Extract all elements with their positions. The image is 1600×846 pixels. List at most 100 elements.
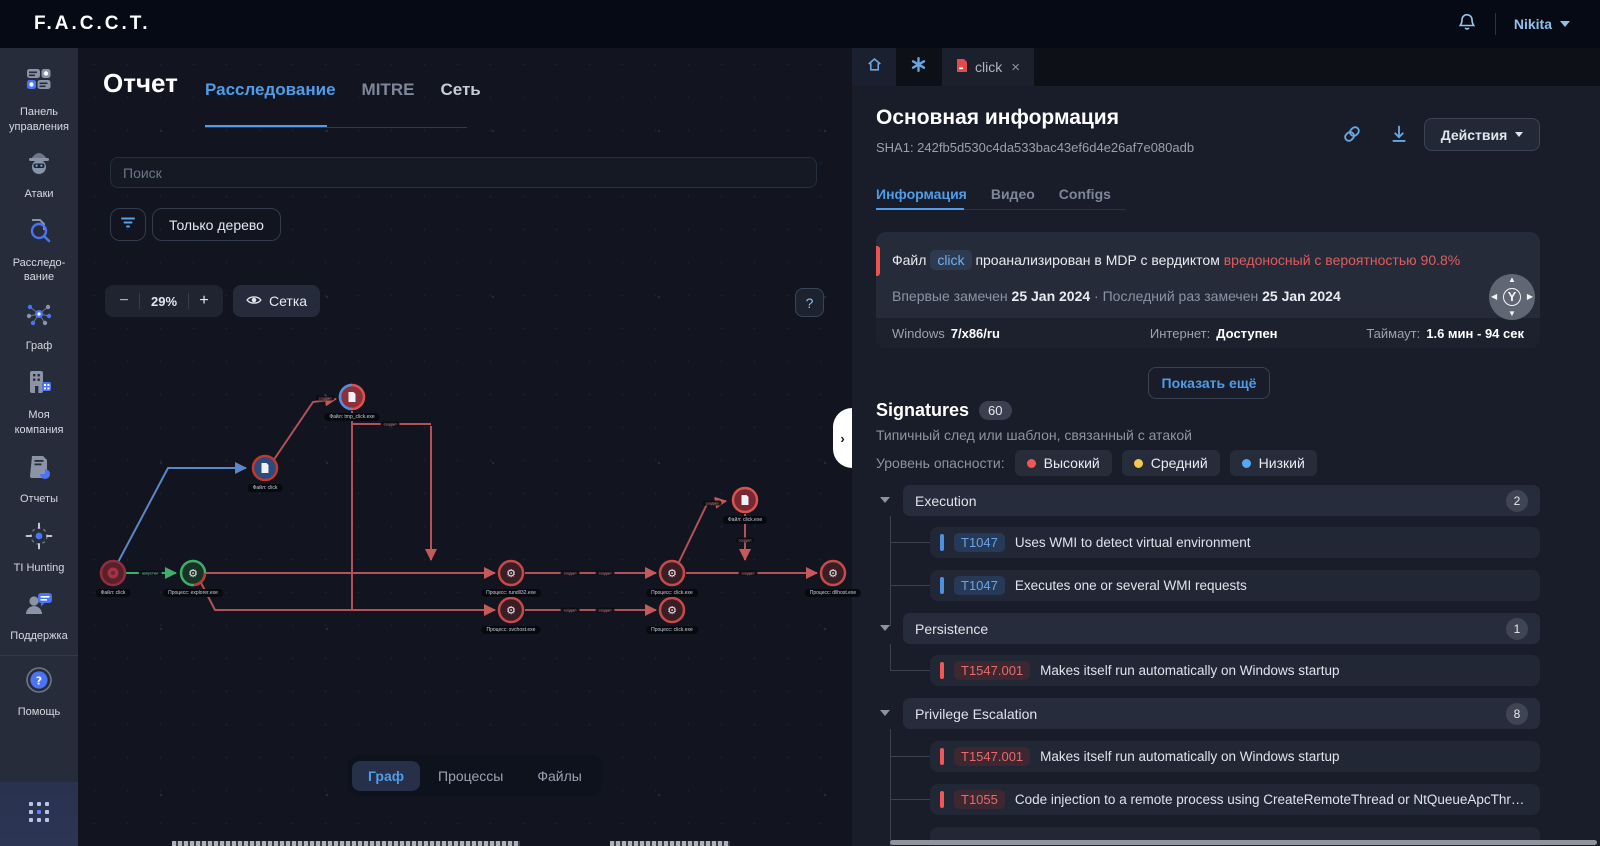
support-chat-icon [23, 589, 55, 624]
help-icon: ? [24, 665, 54, 700]
file-name-chip[interactable]: click [930, 250, 972, 270]
link-icon[interactable] [1342, 124, 1362, 149]
graph-help-button[interactable]: ? [795, 288, 824, 317]
rotate-3d-control[interactable]: ▲ ▼ ◀ ▶ Y [1489, 274, 1535, 320]
zoom-out-button[interactable]: − [119, 292, 129, 309]
collapse-caret-icon[interactable] [880, 497, 890, 503]
sidebar-item-ti-hunting[interactable]: TI Hunting [0, 514, 78, 583]
arrow-up-icon: ▲ [1508, 275, 1516, 284]
sidebar-item-support[interactable]: Поддержка [0, 582, 78, 651]
tab-file-click[interactable]: click × [942, 48, 1034, 86]
technique-chip[interactable]: T1047 [954, 533, 1005, 552]
technique-chip[interactable]: T1055 [954, 790, 1005, 809]
graph-node-process[interactable]: ⚙ [497, 596, 525, 624]
graph-node-process[interactable]: ⚙ [179, 559, 207, 587]
tab-network[interactable]: Сеть [440, 80, 481, 99]
graph-node-file-root[interactable] [99, 559, 127, 587]
graph-nodes[interactable]: ⚙ ⚙ ⚙ ⚙ ⚙ ⚙ [99, 383, 847, 624]
level-high-chip[interactable]: Высокий [1014, 450, 1112, 476]
panel-tab-bar: click × [852, 48, 1600, 86]
tab-video[interactable]: Видео [990, 186, 1035, 202]
tree-only-button[interactable]: Только дерево [152, 208, 281, 241]
panel-tabs-underline [876, 208, 964, 210]
severity-bar [940, 662, 944, 679]
technique-chip[interactable]: T1547.001 [954, 747, 1031, 766]
sidebar-item-graph[interactable]: Граф [0, 292, 78, 361]
user-menu[interactable]: Nikita [1514, 16, 1570, 32]
signature-item[interactable]: T1055 Code injection to a remote process… [930, 784, 1540, 815]
grid-toggle-label: Сетка [269, 293, 308, 309]
severity-bar [940, 748, 944, 765]
tree-connector [890, 729, 891, 846]
tab-file-label: click [975, 59, 1003, 75]
signature-group-execution[interactable]: Execution 2 [903, 485, 1540, 516]
sidebar-apps-grid[interactable] [0, 782, 78, 846]
graph-node-process[interactable]: ⚙ [658, 559, 686, 587]
signature-text: Executes one or several WMI requests [1014, 578, 1247, 593]
graph-edge-label: создал [735, 537, 755, 543]
tab-configs[interactable]: Configs [1058, 186, 1111, 202]
tab-investigation[interactable]: Расследование [205, 80, 336, 99]
process-graph-canvas[interactable]: ⚙ ⚙ ⚙ ⚙ ⚙ ⚙ [78, 48, 852, 846]
signature-item[interactable]: T1047 Uses WMI to detect virtual environ… [930, 527, 1540, 558]
sidebar-item-reports[interactable]: Отчеты [0, 445, 78, 514]
download-icon[interactable] [1389, 124, 1409, 149]
app-logo: F.A.C.C.T. [34, 13, 151, 34]
actions-button[interactable]: Действия [1424, 118, 1540, 151]
technique-chip[interactable]: T1547.001 [954, 661, 1031, 680]
zoom-in-button[interactable]: + [199, 292, 209, 309]
tree-connector [890, 542, 930, 543]
panel-collapse-handle[interactable]: › [833, 408, 852, 468]
grid-toggle-button[interactable]: Сетка [233, 285, 321, 317]
sidebar-item-help[interactable]: ? Помощь [0, 658, 78, 727]
signature-item[interactable]: T1047 Executes one or several WMI reques… [930, 570, 1540, 601]
graph-node-process[interactable]: ⚙ [819, 559, 847, 587]
graph-node-process[interactable]: ⚙ [497, 559, 525, 587]
group-name: Execution [915, 492, 977, 509]
tab-graph-panel[interactable] [896, 48, 940, 86]
yellow-dot-icon [1133, 458, 1143, 468]
search-input[interactable] [110, 157, 817, 188]
signature-item[interactable]: T1547.001 Makes itself run automatically… [930, 655, 1540, 686]
tab-graph-view[interactable]: Граф [352, 760, 420, 791]
horizontal-scrollbar[interactable] [890, 840, 1597, 845]
graph-edge-label: создал [738, 570, 758, 576]
level-medium-chip[interactable]: Средний [1121, 450, 1220, 476]
collapse-caret-icon[interactable] [880, 710, 890, 716]
sidebar-item-investigation[interactable]: Расследо- вание [0, 209, 78, 293]
sidebar-divider [0, 655, 78, 657]
notifications-bell-icon[interactable] [1457, 12, 1477, 37]
signature-group-privilege-escalation[interactable]: Privilege Escalation 8 [903, 698, 1540, 729]
signature-item[interactable]: T1547.001 Makes itself run automatically… [930, 741, 1540, 772]
group-name: Privilege Escalation [915, 705, 1038, 722]
sidebar-item-dashboard[interactable]: Панель управления [0, 60, 78, 142]
sidebar-item-company[interactable]: Моя компания [0, 361, 78, 445]
environment-strip: Windows 7/x86/ru Интернет: Доступен Таймау… [876, 318, 1540, 348]
arrow-down-icon: ▼ [1508, 309, 1516, 318]
tab-home[interactable] [852, 48, 896, 86]
tab-information[interactable]: Информация [876, 186, 967, 202]
timeout-value: 1.6 мин - 94 сек [1426, 325, 1524, 341]
graph-node-file[interactable] [251, 454, 279, 482]
graph-node-file[interactable] [731, 486, 759, 514]
details-panel: click × Основная информация SHA1: 242fb5… [852, 48, 1600, 846]
signature-group-persistence[interactable]: Persistence 1 [903, 613, 1540, 644]
level-low-chip[interactable]: Низкий [1229, 450, 1317, 476]
verdict-line: Файл click проанализирован в MDP с верди… [892, 250, 1460, 270]
graph-edge-label: создал [595, 570, 615, 576]
graph-node-process[interactable]: ⚙ [658, 596, 686, 624]
show-more-button[interactable]: Показать ещё [1148, 367, 1270, 399]
graph-node-label: Файл: click.exe [722, 516, 768, 524]
close-icon[interactable]: × [1011, 58, 1020, 76]
graph-node-file[interactable] [338, 383, 366, 411]
tab-mitre[interactable]: MITRE [361, 80, 415, 99]
tab-processes-view[interactable]: Процессы [438, 767, 504, 784]
collapse-caret-icon[interactable] [880, 625, 890, 631]
technique-chip[interactable]: T1047 [954, 576, 1005, 595]
top-bar: F.A.C.C.T. Nikita [0, 0, 1600, 48]
filter-button[interactable] [110, 208, 146, 241]
chevron-down-icon [1515, 132, 1524, 137]
tree-connector [890, 585, 930, 586]
tab-files-view[interactable]: Файлы [537, 767, 582, 784]
sidebar-item-attacks[interactable]: Атаки [0, 142, 78, 209]
